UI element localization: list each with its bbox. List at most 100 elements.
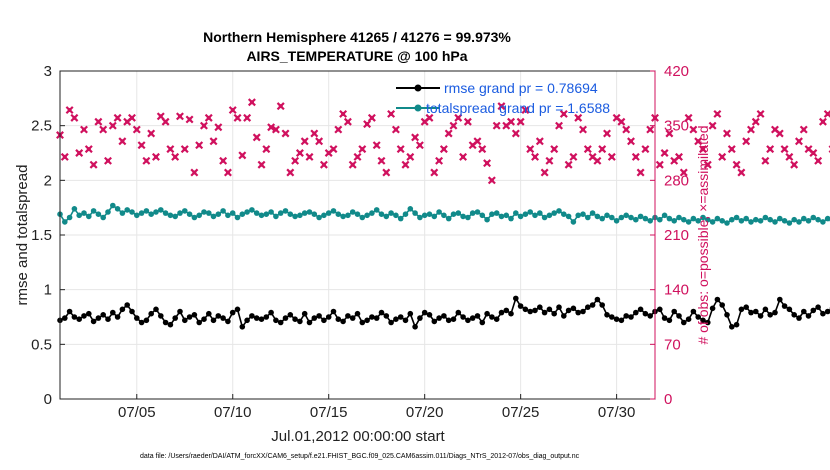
data-point [647,218,653,224]
data-point [565,307,572,314]
data-point [292,316,298,323]
data-point-x [199,121,208,130]
data-point-x [487,176,496,185]
data-point [62,315,68,321]
data-point [182,208,188,214]
data-point-x [459,152,468,161]
data-point [325,314,332,320]
data-point-x [732,160,741,169]
data-point [820,219,826,225]
data-point-x [713,109,722,118]
data-point [474,313,481,319]
data-point-x [718,152,727,161]
data-point [815,216,821,223]
data-point-x [104,156,112,165]
data-point-x [722,129,731,138]
data-point-x [89,160,98,169]
data-point-x [190,168,199,177]
data-point-x [363,120,372,129]
data-point [282,315,289,321]
legend: rmse grand pr = 0.78694 totalspread gran… [396,80,610,116]
data-point-x [60,152,69,161]
data-point [532,307,538,314]
data-point [105,316,111,323]
chart-subtitle: AIRS_TEMPERATURE @ 100 hPa [246,48,467,64]
data-point [239,324,246,330]
data-point [690,215,697,222]
data-point [527,308,533,315]
data-point [661,212,668,219]
data-point-x [737,168,746,177]
data-point-x [372,141,381,150]
data-point-x [382,168,391,177]
data-point [417,214,423,221]
data-point [801,308,807,315]
data-point [743,304,749,311]
data-point [258,316,265,323]
data-point [820,310,826,317]
data-point-x [665,129,674,138]
series-1 [57,202,830,226]
data-point [705,216,711,223]
data-point-x [80,125,88,134]
data-point [465,317,471,324]
data-point [114,314,121,320]
data-point [513,210,519,216]
y-right-tick-label: 70 [664,336,681,353]
data-point-x [483,159,492,168]
data-point-x [746,125,755,134]
data-point-x [142,156,151,165]
data-point [705,319,711,326]
data-point [623,212,629,219]
data-point [719,218,725,224]
data-point [306,319,313,326]
data-point-x [703,160,712,169]
data-point [508,310,514,317]
data-point [263,314,270,320]
data-point [609,314,615,320]
data-point [637,306,644,313]
data-point [484,310,490,317]
data-point [469,210,476,216]
x-tick-label: 07/30 [598,404,636,421]
data-point [220,315,226,321]
data-point-x [166,145,175,154]
data-point [397,314,404,320]
data-point [215,211,222,217]
data-point [738,306,745,313]
data-point-x [377,156,386,165]
data-point-x [238,151,247,160]
data-point [695,314,701,320]
y-tick-label: 3 [44,63,52,80]
legend-label-totalspread: totalspread grand pr = 1.6588 [426,100,610,116]
data-point [210,317,217,324]
data-point [609,214,615,221]
data-point [450,316,457,323]
data-point [791,312,797,318]
data-point-x [742,137,751,146]
data-point [455,210,462,216]
data-point-x [300,137,309,146]
data-point [220,208,226,214]
data-point [297,212,303,219]
data-point [407,206,414,212]
data-point-x [267,123,276,132]
y-tick-label: 1 [44,282,52,299]
data-point [311,315,318,321]
data-point [76,316,82,323]
y-right-tick-label: 420 [664,63,689,80]
data-point [517,213,524,220]
data-point-x [727,145,736,154]
data-point [95,315,102,321]
data-point [201,316,207,323]
data-point-x [531,152,540,161]
data-point [306,209,313,215]
data-point-x [555,121,564,130]
data-point-x [516,117,525,126]
data-point-x [593,156,602,165]
data-point [604,312,610,318]
data-point-x [343,117,352,126]
data-point-x [243,113,252,122]
data-point-x [631,152,640,161]
data-point [167,321,174,328]
